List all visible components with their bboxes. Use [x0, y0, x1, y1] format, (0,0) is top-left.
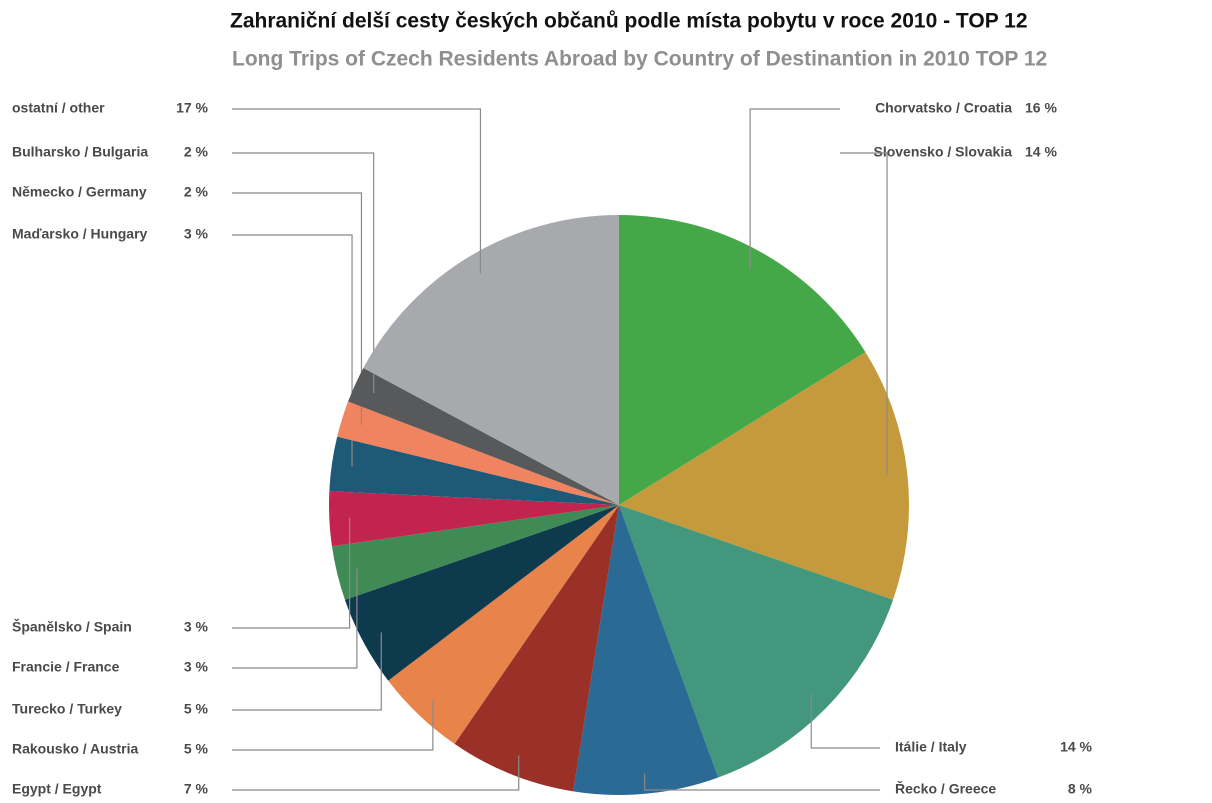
leader-line — [232, 755, 520, 791]
pie-slice — [329, 491, 619, 547]
legend-label: ostatní / other — [12, 100, 105, 116]
value-label: 3 % — [184, 619, 209, 635]
leader-line — [232, 632, 382, 711]
legend-label: Egypt / Egypt — [12, 781, 102, 797]
legend-label: Slovensko / Slovakia — [873, 144, 1012, 160]
pie-slice — [573, 505, 719, 795]
pie-slice — [329, 436, 619, 505]
leader-line — [232, 192, 363, 425]
pie-slice — [363, 214, 619, 505]
legend-label: Španělsko / Spain — [12, 618, 132, 635]
legend-label: Rakousko / Austria — [12, 741, 139, 757]
value-label: 8 % — [1068, 781, 1093, 797]
value-label: 3 % — [184, 226, 209, 242]
value-label: 7 % — [184, 781, 209, 797]
leader-line — [232, 568, 358, 669]
leader-line — [232, 700, 434, 751]
leader-line — [232, 152, 375, 393]
legend-label: Turecko / Turkey — [12, 701, 122, 717]
value-label: 14 % — [1060, 739, 1092, 755]
value-label: 2 % — [184, 144, 209, 160]
pie-slice — [331, 505, 619, 600]
leader-line — [644, 773, 880, 791]
leader-line — [840, 152, 888, 476]
legend-label: Maďarsko / Hungary — [12, 226, 148, 242]
chart-title: Zahraniční delší cesty českých občanů po… — [230, 10, 1028, 33]
legend-label: Německo / Germany — [12, 184, 147, 200]
legend-label: Francie / France — [12, 659, 120, 675]
value-label: 5 % — [184, 741, 209, 757]
legend-label: Itálie / Italy — [895, 739, 967, 755]
value-label: 3 % — [184, 659, 209, 675]
value-label: 17 % — [176, 100, 208, 116]
pie-slice — [388, 505, 619, 744]
leader-line — [810, 694, 880, 749]
pie-slice — [619, 352, 909, 600]
pie-slice — [337, 401, 619, 505]
pie-slice — [348, 368, 619, 505]
chart-subtitle: Long Trips of Czech Residents Abroad by … — [232, 48, 1047, 71]
leader-line — [749, 108, 840, 270]
leader-line — [232, 517, 351, 629]
pie-slice — [454, 505, 619, 792]
legend-label: Bulharsko / Bulgaria — [12, 144, 148, 160]
pie-slice — [619, 215, 866, 505]
pie-slice — [619, 505, 894, 778]
leader-line — [232, 234, 353, 467]
pie-slice — [344, 505, 619, 681]
value-label: 16 % — [1025, 100, 1057, 116]
leader-line — [232, 108, 482, 274]
legend-label: Řecko / Greece — [895, 780, 996, 797]
value-label: 5 % — [184, 701, 209, 717]
legend-label: Chorvatsko / Croatia — [875, 100, 1012, 116]
value-label: 2 % — [184, 184, 209, 200]
value-label: 14 % — [1025, 144, 1057, 160]
